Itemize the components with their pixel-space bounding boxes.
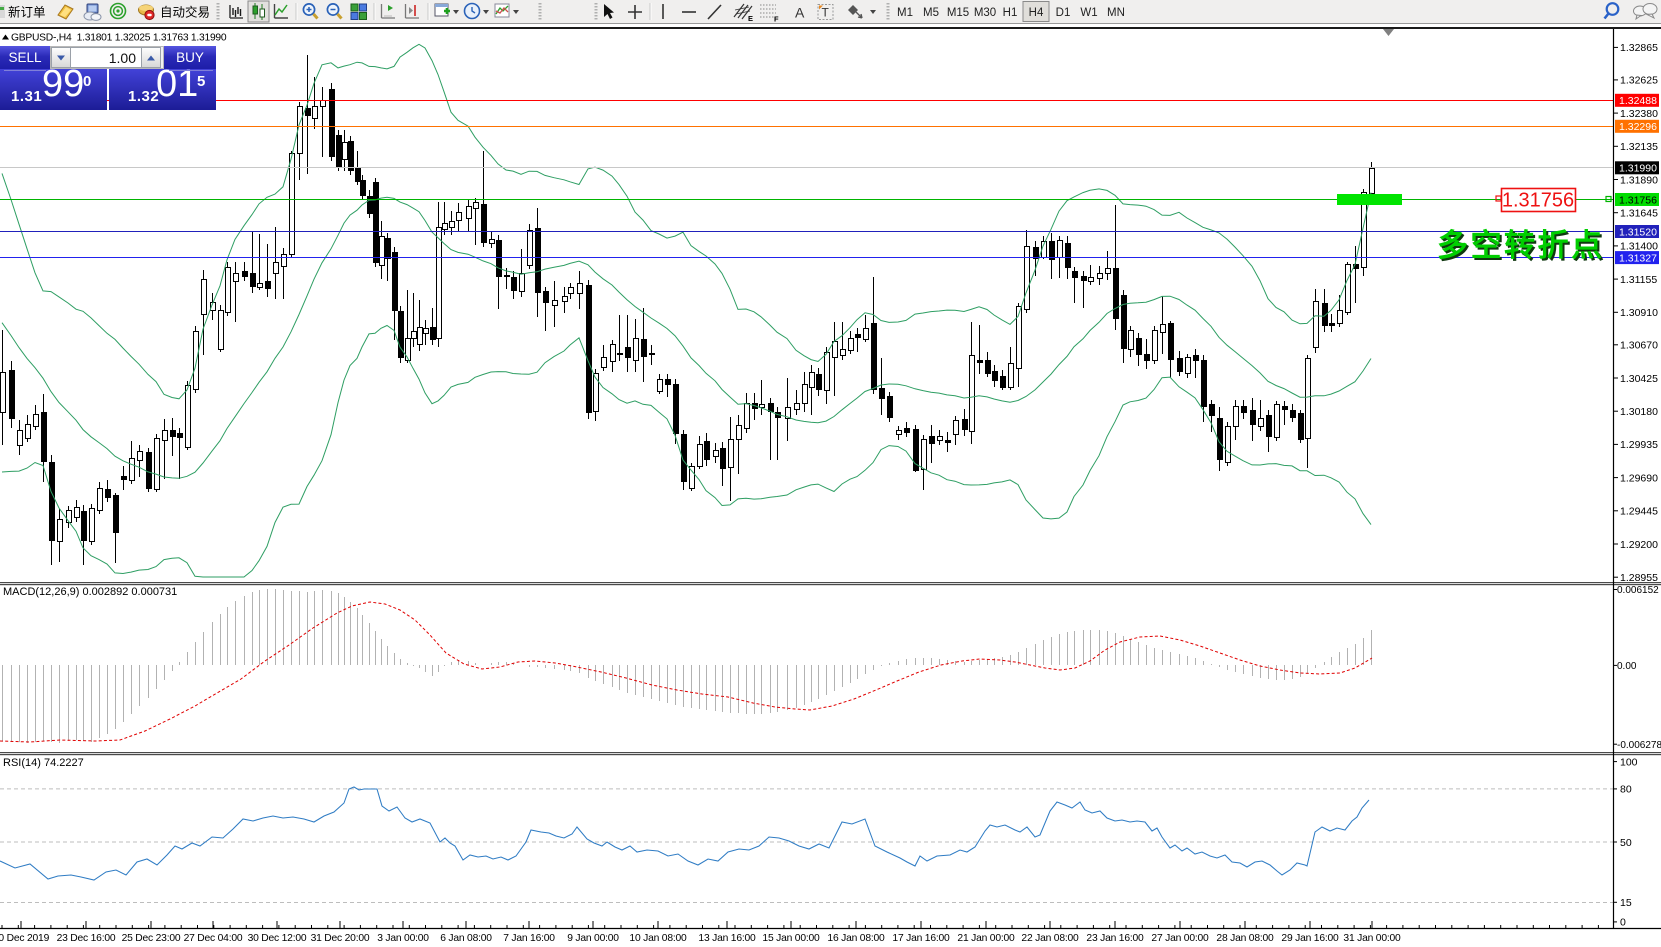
svg-text:1.30425: 1.30425: [1620, 373, 1658, 385]
svg-text:27 Dec 04:00: 27 Dec 04:00: [184, 933, 243, 944]
svg-text:1.32380: 1.32380: [1620, 108, 1658, 120]
svg-text:-0.006278: -0.006278: [1617, 740, 1661, 751]
svg-text:1.30910: 1.30910: [1620, 307, 1658, 319]
svg-text:1.32135: 1.32135: [1620, 141, 1658, 153]
svg-text:80: 80: [1620, 784, 1632, 796]
svg-text:1.32296: 1.32296: [1619, 121, 1657, 133]
svg-text:27 Jan 00:00: 27 Jan 00:00: [1151, 933, 1209, 944]
svg-text:H1: H1: [1003, 7, 1018, 19]
svg-text:A: A: [795, 5, 805, 21]
svg-text:D1: D1: [1056, 7, 1071, 19]
svg-text:1.31756: 1.31756: [1619, 194, 1657, 206]
svg-text:22 Jan 08:00: 22 Jan 08:00: [1021, 933, 1079, 944]
svg-text:MACD(12,26,9) 0.002892 0.00073: MACD(12,26,9) 0.002892 0.000731: [3, 586, 177, 598]
svg-text:100: 100: [1620, 756, 1638, 768]
svg-text:1.32488: 1.32488: [1619, 95, 1657, 107]
svg-text:17 Jan 16:00: 17 Jan 16:00: [892, 933, 950, 944]
svg-text:16 Jan 08:00: 16 Jan 08:00: [827, 933, 885, 944]
svg-text:1.31645: 1.31645: [1620, 208, 1658, 220]
svg-text:20 Dec 2019: 20 Dec 2019: [0, 933, 50, 944]
svg-text:1.30180: 1.30180: [1620, 406, 1658, 418]
svg-text:28 Jan 08:00: 28 Jan 08:00: [1216, 933, 1274, 944]
svg-text:3 Jan 00:00: 3 Jan 00:00: [377, 933, 429, 944]
svg-text:新订单: 新订单: [8, 5, 46, 20]
svg-text:13 Jan 16:00: 13 Jan 16:00: [698, 933, 756, 944]
svg-text:RSI(14) 74.2227: RSI(14) 74.2227: [3, 757, 84, 769]
svg-text:1.31890: 1.31890: [1620, 174, 1658, 186]
svg-text:1.32865: 1.32865: [1620, 42, 1658, 54]
svg-text:15: 15: [1620, 897, 1632, 909]
svg-text:T: T: [822, 6, 830, 20]
svg-text:1.29200: 1.29200: [1620, 539, 1658, 551]
svg-text:1.28955: 1.28955: [1620, 572, 1658, 584]
svg-text:E: E: [748, 14, 753, 23]
svg-text:31 Dec 20:00: 31 Dec 20:00: [311, 933, 370, 944]
svg-text:多空转折点: 多空转折点: [1437, 228, 1605, 263]
svg-text:MN: MN: [1107, 7, 1125, 19]
svg-text:F: F: [774, 15, 779, 24]
svg-text:H4: H4: [1029, 7, 1044, 19]
svg-text:1.31990: 1.31990: [1619, 163, 1657, 175]
svg-text:15 Jan 00:00: 15 Jan 00:00: [762, 933, 820, 944]
svg-text:M5: M5: [923, 7, 939, 19]
svg-text:0.00: 0.00: [1617, 661, 1637, 672]
svg-text:50: 50: [1620, 837, 1632, 849]
svg-text:10 Jan 08:00: 10 Jan 08:00: [629, 933, 687, 944]
svg-text:1.32625: 1.32625: [1620, 75, 1658, 87]
svg-text:M15: M15: [947, 7, 969, 19]
svg-text:21 Jan 00:00: 21 Jan 00:00: [957, 933, 1015, 944]
svg-text:31 Jan 00:00: 31 Jan 00:00: [1343, 933, 1401, 944]
svg-text:25 Dec 23:00: 25 Dec 23:00: [122, 933, 181, 944]
svg-text:M1: M1: [897, 7, 913, 19]
svg-text:30 Dec 12:00: 30 Dec 12:00: [248, 933, 307, 944]
svg-text:M30: M30: [974, 7, 996, 19]
svg-text:W1: W1: [1080, 7, 1097, 19]
svg-text:9 Jan 00:00: 9 Jan 00:00: [567, 933, 619, 944]
svg-text:1.31327: 1.31327: [1619, 252, 1657, 264]
svg-text:23 Jan 16:00: 23 Jan 16:00: [1086, 933, 1144, 944]
svg-text:6 Jan 08:00: 6 Jan 08:00: [440, 933, 492, 944]
svg-text:0: 0: [1620, 917, 1626, 929]
svg-text:7 Jan 16:00: 7 Jan 16:00: [503, 933, 555, 944]
svg-text:23 Dec 16:00: 23 Dec 16:00: [57, 933, 116, 944]
svg-text:1.29935: 1.29935: [1620, 439, 1658, 451]
svg-text:多空转折点: 多空转折点: [1439, 230, 1607, 265]
svg-text:自动交易: 自动交易: [160, 5, 210, 20]
svg-text:1.31756: 1.31756: [1502, 190, 1574, 212]
svg-text:0.006152: 0.006152: [1617, 585, 1659, 596]
svg-text:1.30670: 1.30670: [1620, 340, 1658, 352]
svg-text:GBPUSD-,H4 1.31801 1.32025 1.: GBPUSD-,H4 1.31801 1.32025 1.31763 1.319…: [11, 33, 227, 44]
svg-text:1.31520: 1.31520: [1619, 226, 1657, 238]
svg-text:29 Jan 16:00: 29 Jan 16:00: [1281, 933, 1339, 944]
svg-text:1.29445: 1.29445: [1620, 506, 1658, 518]
svg-text:1.31400: 1.31400: [1620, 241, 1658, 253]
svg-text:1.31155: 1.31155: [1620, 274, 1657, 286]
svg-text:1.29690: 1.29690: [1620, 472, 1658, 484]
